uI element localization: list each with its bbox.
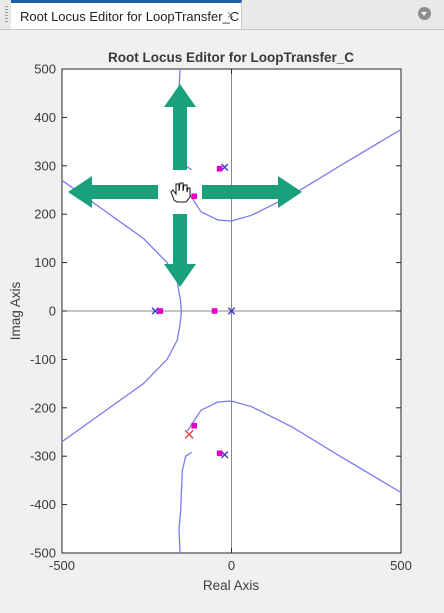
tab-grip-icon[interactable] bbox=[5, 6, 8, 22]
compensator-marker-0[interactable] bbox=[184, 429, 194, 439]
closed-loop-pole-3[interactable] bbox=[191, 422, 198, 429]
plot-title: Root Locus Editor for LoopTransfer_C bbox=[108, 50, 354, 65]
open-loop-pole-2[interactable] bbox=[151, 307, 159, 315]
y-tick-label: -500 bbox=[30, 546, 56, 561]
close-icon[interactable]: × bbox=[227, 8, 235, 22]
locus-branch-0[interactable] bbox=[61, 179, 182, 443]
closed-loop-pole-1[interactable] bbox=[216, 450, 223, 457]
y-tick-label: 300 bbox=[34, 158, 56, 173]
arrow-left-icon[interactable] bbox=[68, 176, 158, 208]
closed-loop-pole-5[interactable] bbox=[211, 308, 218, 314]
chevron-down-circle-icon[interactable] bbox=[418, 7, 431, 20]
tab-root-locus-editor[interactable]: Root Locus Editor for LoopTransfer_C × bbox=[11, 0, 242, 29]
arrow-up-icon[interactable] bbox=[164, 84, 196, 170]
y-tick-label: 500 bbox=[34, 62, 56, 77]
tab-label: Root Locus Editor for LoopTransfer_C bbox=[20, 9, 240, 24]
pan-overlay[interactable] bbox=[68, 84, 302, 287]
root-locus-plot[interactable]: Root Locus Editor for LoopTransfer_C 500… bbox=[0, 30, 444, 608]
open-loop-pole-0[interactable] bbox=[221, 163, 229, 171]
arrow-down-icon[interactable] bbox=[164, 214, 196, 287]
locus-branch-3[interactable] bbox=[186, 128, 402, 222]
x-tick-label: 500 bbox=[390, 558, 412, 573]
locus-branch-2[interactable] bbox=[179, 451, 192, 512]
y-tick-label: -300 bbox=[30, 449, 56, 464]
arrow-right-icon[interactable] bbox=[202, 176, 302, 208]
y-tick-label: 100 bbox=[34, 255, 56, 270]
y-tick-label: 0 bbox=[49, 304, 56, 319]
open-loop-pole-1[interactable] bbox=[221, 451, 229, 459]
y-tick-label: 200 bbox=[34, 207, 56, 222]
locus-branch-4[interactable] bbox=[186, 400, 402, 494]
closed-loop-pole-2[interactable] bbox=[191, 193, 198, 200]
x-axis-label: Real Axis bbox=[203, 578, 260, 593]
document-tabbar: Root Locus Editor for LoopTransfer_C × bbox=[0, 0, 444, 30]
plot-canvas-area[interactable]: Root Locus Editor for LoopTransfer_C 500… bbox=[0, 30, 444, 608]
y-tick-label: 400 bbox=[34, 110, 56, 125]
closed-loop-pole-4[interactable] bbox=[157, 308, 164, 314]
y-axis-label: Imag Axis bbox=[8, 281, 23, 340]
x-tick-label: -500 bbox=[49, 558, 75, 573]
y-tick-label: -200 bbox=[30, 400, 56, 415]
hand-pan-icon[interactable] bbox=[170, 182, 191, 203]
open-loop-pole-3[interactable] bbox=[227, 307, 236, 315]
x-tick-label: 0 bbox=[228, 558, 235, 573]
y-tick-label: -400 bbox=[30, 497, 56, 512]
locus-branch-5[interactable] bbox=[178, 511, 182, 554]
y-tick-label: -100 bbox=[30, 352, 56, 367]
closed-loop-pole-0[interactable] bbox=[216, 165, 223, 172]
